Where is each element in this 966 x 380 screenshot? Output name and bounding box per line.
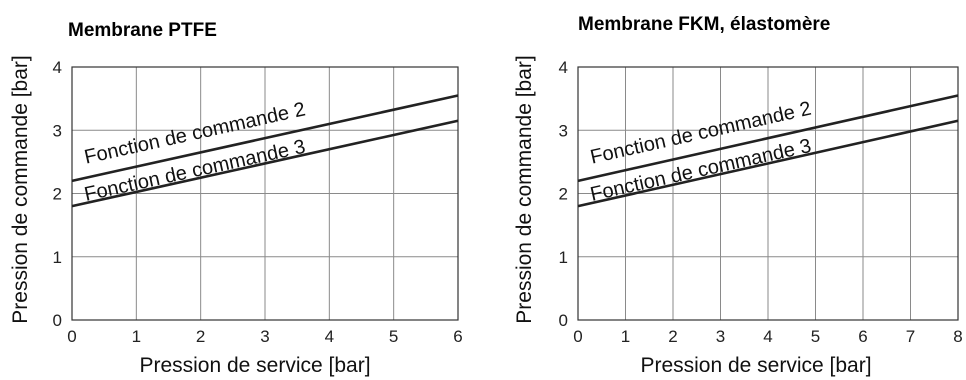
y-tick-label: 1 <box>559 248 568 267</box>
y-axis-label: Pression de commande [bar] <box>9 55 32 323</box>
x-tick-label: 4 <box>325 327 334 346</box>
y-tick-label: 4 <box>53 58 62 77</box>
series-line <box>577 119 959 208</box>
x-axis-label: Pression de service [bar] <box>640 354 871 377</box>
x-tick-label: 4 <box>763 327 772 346</box>
x-axis-label: Pression de service [bar] <box>139 354 370 377</box>
y-axis-label: Pression de commande [bar] <box>513 55 536 323</box>
x-tick-label: 5 <box>811 327 820 346</box>
y-tick-label: 3 <box>53 121 62 140</box>
x-tick-label: 0 <box>67 327 76 346</box>
x-tick-label: 1 <box>621 327 630 346</box>
plot-frame <box>71 66 459 321</box>
chart-2: Membrane FKM, élastomère 0 1 2 3 4 5 6 7 8 0 1 2 3 4 Pr… <box>513 14 963 377</box>
y-tick-label: 2 <box>53 185 62 204</box>
y-tick-label: 3 <box>559 121 568 140</box>
x-tick-label: 6 <box>858 327 867 346</box>
plot-frame <box>577 66 959 321</box>
x-tick-label: 6 <box>453 327 462 346</box>
x-tick-label: 1 <box>132 327 141 346</box>
chart-1: Membrane PTFE 0 1 2 3 4 5 6 0 1 2 3 4 Pression de ser… <box>9 20 463 377</box>
y-tick-label: 1 <box>53 248 62 267</box>
chart-title: Membrane PTFE <box>68 20 217 41</box>
series-line <box>71 94 459 183</box>
chart-title: Membrane FKM, élastomère <box>578 14 830 35</box>
y-tick-label: 0 <box>559 311 568 330</box>
x-tick-label: 2 <box>196 327 205 346</box>
x-tick-label: 7 <box>906 327 915 346</box>
x-tick-label: 8 <box>953 327 962 346</box>
x-tick-label: 5 <box>389 327 398 346</box>
y-tick-label: 4 <box>559 58 568 77</box>
x-tick-label: 3 <box>260 327 269 346</box>
x-tick-label: 2 <box>668 327 677 346</box>
series-line <box>577 94 959 183</box>
series-line <box>71 119 459 208</box>
x-tick-label: 3 <box>716 327 725 346</box>
y-tick-label: 2 <box>559 185 568 204</box>
x-tick-label: 0 <box>573 327 582 346</box>
y-tick-label: 0 <box>53 311 62 330</box>
